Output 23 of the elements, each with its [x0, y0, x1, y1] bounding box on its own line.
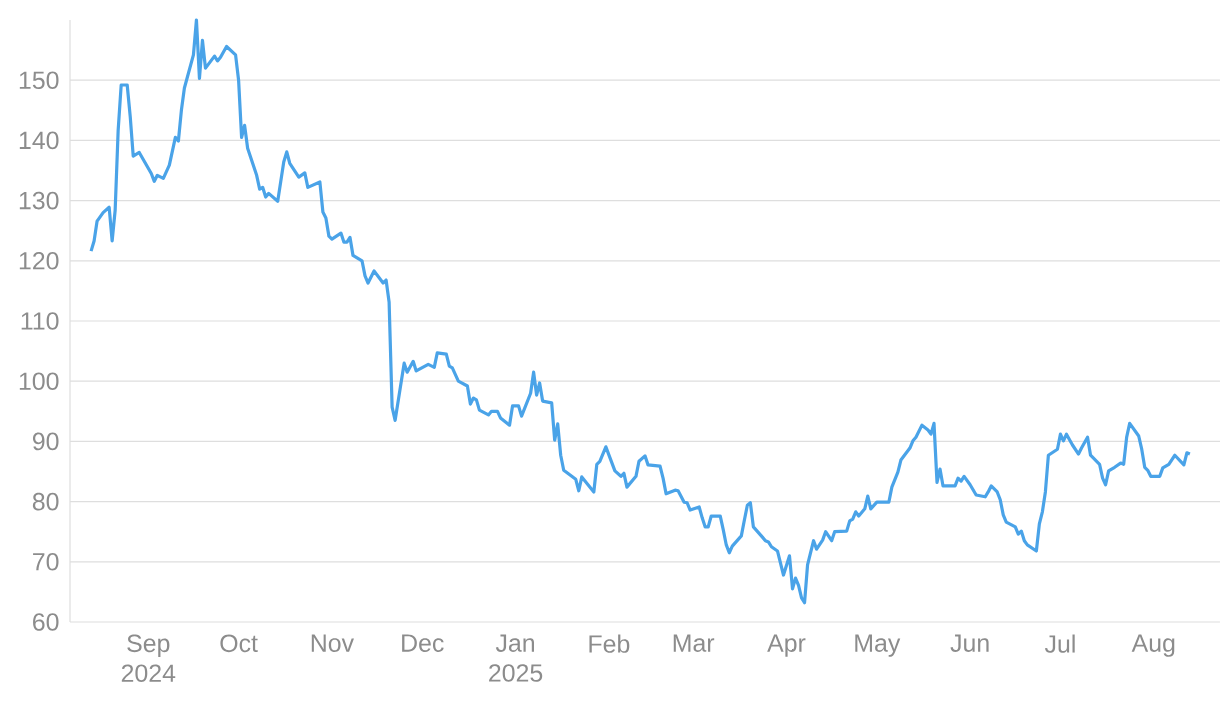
- x-tick-label: Feb: [589, 634, 630, 653]
- y-tick-label: 100: [19, 372, 59, 391]
- y-tick-label: 130: [19, 191, 59, 210]
- y-tick-label: 140: [19, 131, 59, 150]
- x-tick-label: May: [855, 634, 901, 657]
- y-tick-label: 70: [33, 552, 59, 571]
- y-tick-label: 60: [33, 613, 59, 631]
- x-tick-label: Jul: [1044, 634, 1075, 653]
- x-tick-label: Jun: [950, 634, 989, 652]
- x-tick-label: Dec: [402, 634, 444, 652]
- line-series: [89, 18, 1192, 605]
- y-tick-label: 150: [19, 71, 59, 90]
- x-tick-label: Nov: [311, 634, 354, 652]
- x-tick-label: Sep 2024: [121, 634, 176, 683]
- x-tick-label: Mar: [673, 634, 715, 652]
- y-tick-label: 110: [21, 312, 59, 330]
- x-tick-label: Oct: [220, 634, 258, 653]
- x-tick-label: Jan 2025: [489, 634, 543, 682]
- y-tick-label: 80: [32, 492, 59, 511]
- x-tick-label: Aug: [1131, 634, 1175, 657]
- y-tick-label: 90: [32, 432, 59, 451]
- x-tick-label: Apr: [767, 634, 806, 657]
- y-tick-label: 120: [19, 251, 59, 270]
